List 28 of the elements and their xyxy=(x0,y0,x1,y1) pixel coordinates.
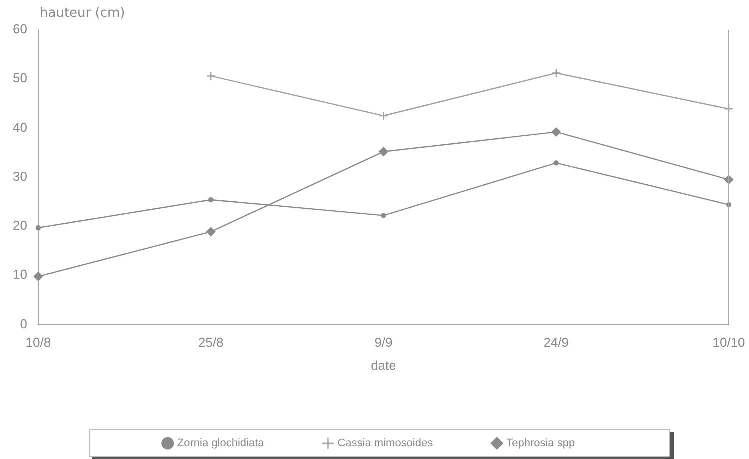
y-tick-label: 10 xyxy=(12,267,28,282)
point xyxy=(379,111,388,121)
point xyxy=(554,160,559,166)
point xyxy=(379,147,388,156)
x-tick-label: 24/9 xyxy=(544,335,570,350)
y-tick-label: 0 xyxy=(20,316,28,332)
point xyxy=(34,272,44,282)
legend-label: Zornia glochidiata xyxy=(177,438,266,450)
legend-label: Tephrosia spp xyxy=(506,438,576,450)
point xyxy=(206,227,216,237)
x-tick-label: 10/8 xyxy=(26,335,52,350)
y-axis-title: hauteur (cm) xyxy=(40,6,126,21)
point xyxy=(552,128,561,137)
y-tick-label: 20 xyxy=(12,218,28,234)
point xyxy=(552,68,561,78)
y-tick-label: 30 xyxy=(12,168,28,184)
legend-label: Cassia mimosoides xyxy=(338,438,434,450)
x-tick-label: 10/10 xyxy=(712,335,746,350)
point xyxy=(206,72,216,81)
x-tick-label: 25/8 xyxy=(198,335,224,350)
y-tick-label: 60 xyxy=(12,22,28,37)
y-tick-label: 50 xyxy=(12,70,28,86)
point xyxy=(381,213,386,218)
x-axis-title: date xyxy=(371,358,396,373)
y-tick-label: 40 xyxy=(12,120,28,135)
x-tick-label: 9/9 xyxy=(374,335,393,350)
point xyxy=(208,197,214,203)
point xyxy=(36,225,42,231)
